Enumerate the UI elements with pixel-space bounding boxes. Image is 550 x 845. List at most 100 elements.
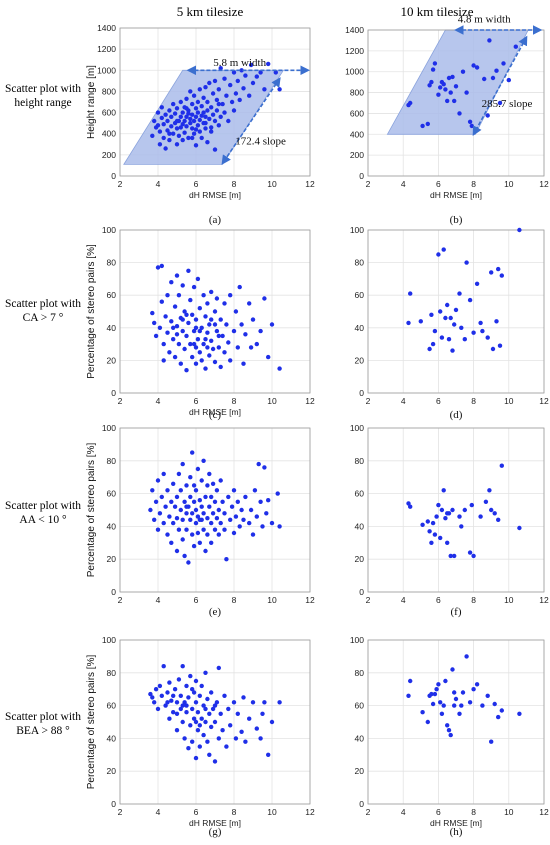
data-point [197,693,202,698]
data-point [490,346,496,352]
data-point [165,532,170,537]
data-point [174,324,180,329]
data-point [214,296,220,301]
data-point [467,700,473,705]
x-tick-label: 2 [118,396,123,406]
x-tick-label: 6 [194,807,199,817]
data-point [209,338,214,343]
data-point [188,89,193,94]
data-point [161,664,166,669]
data-point [155,478,161,483]
data-point [212,78,218,84]
y-tick-label: 80 [355,668,365,678]
data-point [247,520,252,526]
panel-label: (d) [450,409,463,421]
data-point [209,289,214,295]
data-point [197,306,202,311]
data-point [266,752,271,757]
data-point [174,494,180,500]
data-point [169,114,174,120]
data-point [193,488,199,493]
data-point [165,330,170,335]
data-point [199,325,204,330]
data-point [191,483,197,488]
data-point [464,654,469,659]
data-point [222,76,227,81]
data-point [462,337,467,342]
row-label-line: BEA > 88 ° [16,725,70,737]
data-point [190,706,195,712]
data-point [152,700,157,705]
data-point [429,312,434,317]
data-point [216,345,221,350]
data-point [247,301,252,306]
data-point [262,700,267,705]
data-point [438,700,443,705]
data-point [254,74,259,79]
data-point [499,273,504,278]
data-point [441,488,446,493]
annotation-label: 4.8 m width [458,14,511,26]
data-point [489,507,494,513]
data-point [277,366,282,371]
data-point [214,97,220,103]
data-point [457,711,462,716]
data-point [209,494,214,500]
panel-label: (b) [450,214,463,226]
data-point [205,532,210,537]
data-point [218,711,223,716]
data-point [248,345,254,350]
data-point [210,511,216,516]
data-point [231,700,237,705]
row-label-aa: Scatter plot with AA < 10 ° [0,499,86,527]
data-point [191,93,197,98]
data-point [205,99,210,105]
data-point [184,124,189,129]
y-tick-label: 400 [102,129,116,139]
data-point [228,293,233,298]
data-point [441,247,446,252]
y-tick-label: 400 [350,129,364,139]
data-point [427,529,432,534]
data-point [453,84,459,89]
data-point [172,354,178,360]
data-point [216,665,221,671]
data-point [275,491,280,496]
data-point [182,553,187,559]
data-point [201,703,206,708]
data-point [152,118,157,124]
x-tick-label: 12 [305,595,315,605]
data-point [184,312,189,317]
data-point [228,723,233,728]
data-point [203,126,208,131]
data-point [180,517,185,522]
data-point [197,87,202,92]
x-tick-label: 12 [539,396,549,406]
data-point [199,716,204,721]
y-axis-label: Percentage of stereo pairs [%] [86,443,97,578]
data-point [260,711,265,716]
data-point [165,118,170,124]
data-point [237,524,242,529]
y-tick-label: 40 [355,733,365,743]
axes-frame [119,27,311,177]
data-point [203,366,208,371]
data-point [212,703,218,708]
data-point [174,711,180,716]
row-label-line: AA < 10 ° [19,514,67,526]
data-point [450,507,455,513]
row-label-line: Scatter plot with [4,711,81,723]
data-point [460,69,466,74]
data-point [464,260,469,265]
x-axis-label: dH RMSE [m] [189,190,241,200]
data-point [483,499,489,504]
data-point [180,664,185,669]
data-point [165,293,170,298]
data-point [195,466,201,472]
panel-label: (g) [209,826,222,838]
data-point [172,504,178,509]
data-point [262,296,267,301]
data-point [436,92,441,97]
data-point [190,135,195,141]
data-point [193,127,199,132]
